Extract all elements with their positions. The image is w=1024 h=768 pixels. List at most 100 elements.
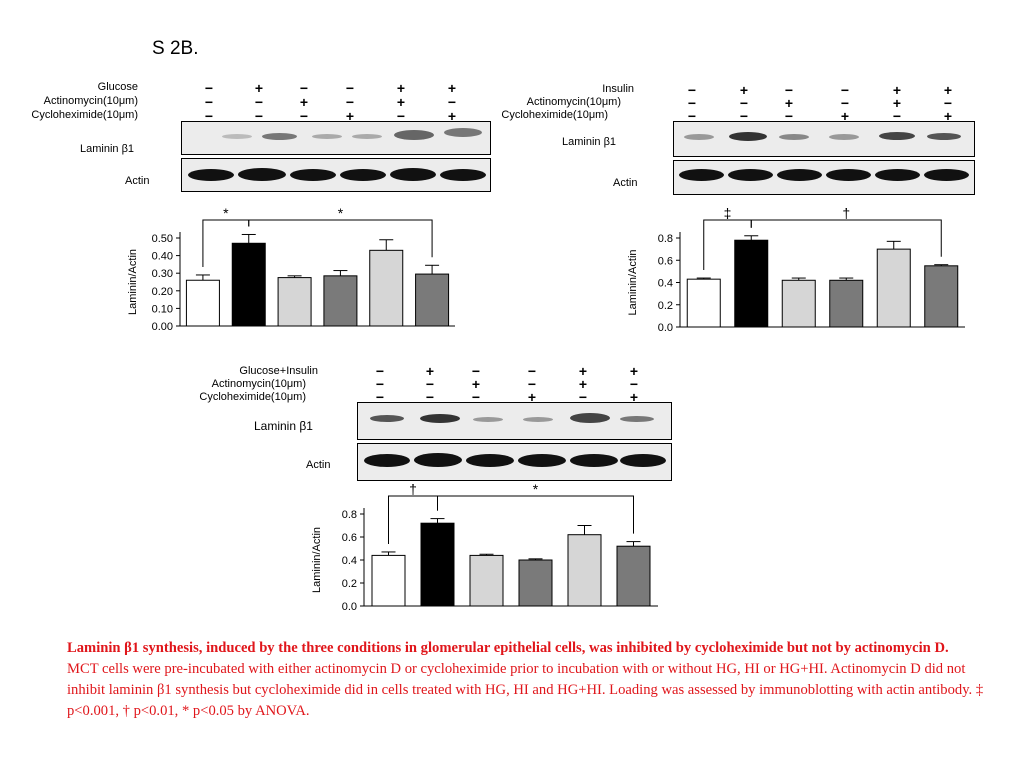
significance-label: * — [223, 205, 229, 221]
y-tick-label: 0.30 — [152, 268, 173, 280]
bar — [277, 277, 312, 327]
y-tick-label: 0.20 — [152, 286, 173, 298]
sign: + — [447, 80, 457, 96]
sign: − — [840, 82, 850, 98]
y-tick-label: 0.6 — [658, 255, 673, 267]
sign: + — [892, 95, 902, 111]
significance-label: † — [409, 482, 417, 497]
sign: − — [687, 95, 697, 111]
y-tick-label: 0.4 — [658, 278, 673, 290]
condition-label: Cycloheximide(10μm) — [31, 109, 138, 121]
sign: + — [892, 82, 902, 98]
bar — [518, 559, 553, 607]
y-tick-label: 0.0 — [342, 601, 357, 613]
condition-label: Glucose+Insulin — [239, 365, 318, 377]
sign: + — [578, 376, 588, 392]
laminin-blot-image — [181, 121, 491, 155]
bar — [469, 554, 504, 607]
significance-label: † — [842, 205, 850, 221]
condition-label: Actinomycin(10μm) — [211, 378, 306, 390]
actin-blot-label: Actin — [306, 459, 331, 471]
condition-label: Cycloheximide(10μm) — [501, 109, 608, 121]
sign: − — [345, 80, 355, 96]
significance-bracket — [750, 219, 942, 257]
sign: − — [892, 108, 902, 124]
sign: + — [299, 94, 309, 110]
sign: − — [299, 80, 309, 96]
caption-body: MCT cells were pre-incubated with either… — [67, 661, 984, 719]
y-tick-label: 0.40 — [152, 251, 173, 263]
significance-label: * — [338, 205, 344, 221]
condition-label: Actinomycin(10μm) — [43, 95, 138, 107]
figure-title: S 2B. — [152, 38, 199, 59]
sign: − — [840, 95, 850, 111]
significance-label: * — [533, 482, 539, 497]
y-tick-label: 0.2 — [342, 578, 357, 590]
sign: + — [447, 108, 457, 124]
sign: − — [204, 108, 214, 124]
sign: − — [471, 363, 481, 379]
y-axis-label: Laminin/Actin — [311, 527, 323, 593]
sign: − — [254, 94, 264, 110]
sign: + — [471, 376, 481, 392]
actin-blot-image — [181, 158, 491, 192]
bar — [686, 278, 721, 328]
sign: + — [527, 389, 537, 405]
sign: + — [943, 108, 953, 124]
sign: − — [471, 389, 481, 405]
y-tick-label: 0.4 — [342, 555, 357, 567]
sign: + — [396, 94, 406, 110]
sign: + — [943, 82, 953, 98]
condition-label: Actinomycin(10μm) — [526, 96, 621, 108]
bar — [420, 522, 455, 607]
sign: + — [396, 80, 406, 96]
bar-chart-glucose-insulin: 0.0 0.2 0.4 0.6 0.8 Laminin/Actin † * — [311, 482, 658, 613]
sign: − — [687, 108, 697, 124]
sign: + — [578, 363, 588, 379]
actin-blot-label: Actin — [613, 177, 638, 189]
sign: + — [840, 108, 850, 124]
bar — [371, 554, 406, 607]
bar — [829, 279, 864, 328]
y-tick-label: 0.8 — [342, 509, 357, 521]
laminin-blot-label: Laminin β1 — [80, 143, 135, 155]
sign: − — [299, 108, 309, 124]
figure-caption: Laminin β1 synthesis, induced by the thr… — [67, 638, 997, 722]
y-axis-label: Laminin/Actin — [127, 249, 139, 315]
sign: − — [739, 95, 749, 111]
actin-blot-image — [357, 443, 672, 481]
sign: − — [527, 363, 537, 379]
y-tick-label: 0.0 — [658, 322, 673, 334]
sign: − — [345, 94, 355, 110]
sign: + — [784, 95, 794, 111]
condition-label: Glucose — [97, 81, 138, 93]
actin-blot-image — [673, 160, 975, 195]
bar — [323, 275, 358, 327]
sign: − — [375, 363, 385, 379]
bar — [781, 279, 816, 328]
laminin-blot-label: Laminin β1 — [562, 136, 617, 148]
sign: − — [204, 94, 214, 110]
y-axis-label: Laminin/Actin — [627, 249, 639, 315]
bar — [616, 545, 651, 607]
sign: + — [739, 82, 749, 98]
significance-bracket — [437, 495, 634, 534]
laminin-blot-image — [357, 402, 672, 440]
bar — [231, 242, 266, 327]
y-tick-label: 0.00 — [152, 321, 173, 333]
bar — [876, 248, 911, 328]
sign: − — [425, 376, 435, 392]
sign: − — [784, 82, 794, 98]
bar-chart-glucose: 0.00 0.10 0.20 0.30 0.40 0.50 Laminin/Actin * * — [127, 205, 455, 333]
sign: + — [425, 363, 435, 379]
sign: − — [739, 108, 749, 124]
laminin-blot-image — [673, 121, 975, 157]
bar — [185, 279, 220, 327]
sign: + — [629, 389, 639, 405]
caption-heading: Laminin β1 synthesis, induced by the thr… — [67, 640, 949, 656]
actin-blot-label: Actin — [125, 175, 150, 187]
condition-label: Insulin — [602, 83, 634, 95]
sign: + — [254, 80, 264, 96]
sign: − — [629, 376, 639, 392]
sign: − — [447, 94, 457, 110]
